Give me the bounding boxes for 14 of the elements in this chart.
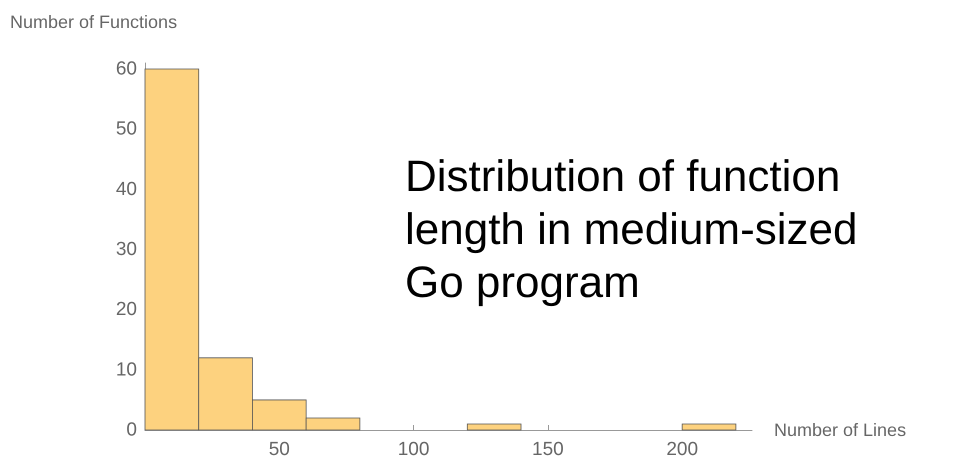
y-tick-label: 40 [116,178,137,200]
y-tick-label: 50 [116,118,137,140]
y-tick-label: 30 [116,239,137,260]
y-tick-label: 60 [116,58,137,80]
y-axis-title: Number of Functions [10,12,178,32]
x-tick-label: 50 [268,439,290,460]
x-axis-title: Number of Lines [774,420,906,440]
y-tick-label: 10 [116,359,137,380]
y-tick-label: 20 [116,299,137,320]
x-tick-label: 200 [666,439,698,460]
y-tick-label: 0 [126,420,137,440]
x-tick-label: 150 [532,439,564,460]
annotation: Distribution of function length in medium-sized Go program [405,152,858,307]
x-tick-label: 100 [398,439,430,460]
